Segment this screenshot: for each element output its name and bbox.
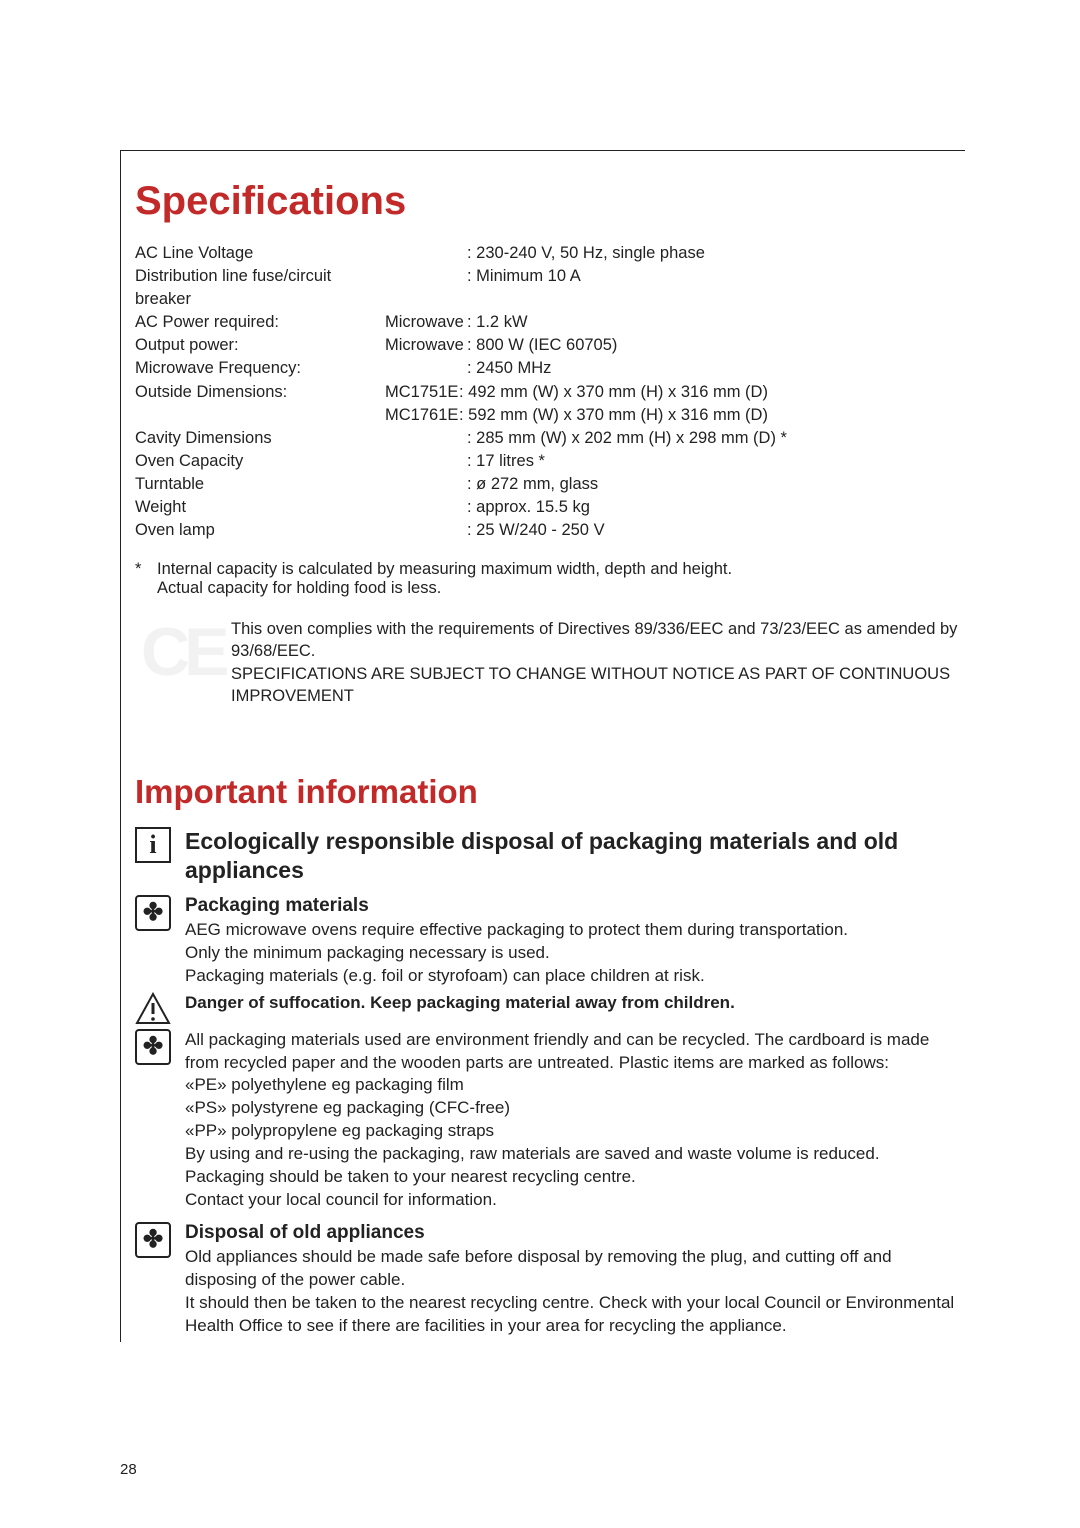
spec-row: Microwave Frequency:: 2450 MHz xyxy=(135,357,965,380)
packaging-l1: «PE» polyethylene eg packaging film xyxy=(185,1074,961,1097)
footnote-text: Internal capacity is calculated by measu… xyxy=(157,560,732,598)
footnote: * Internal capacity is calculated by mea… xyxy=(135,560,965,598)
compliance-block: CE This oven complies with the requireme… xyxy=(135,618,965,707)
packaging-p4: All packaging materials used are environ… xyxy=(185,1029,961,1075)
page-number: 28 xyxy=(120,1461,137,1478)
ce-mark-icon: CE xyxy=(135,618,231,707)
heading-specifications: Specifications xyxy=(135,179,965,224)
section-ecological-disposal: i Ecologically responsible disposal of p… xyxy=(135,827,965,891)
spec-row: Turntable: ø 272 mm, glass xyxy=(135,473,965,496)
warning-triangle-icon xyxy=(135,992,171,1025)
clover-icon: ✤ xyxy=(135,1029,171,1065)
spec-row: Cavity Dimensions: 285 mm (W) x 202 mm (… xyxy=(135,427,965,450)
section-packaging-materials: ✤ Packaging materials AEG microwave oven… xyxy=(135,895,965,988)
subheading-disposal: Disposal of old appliances xyxy=(185,1222,961,1244)
footnote-star: * xyxy=(135,560,157,598)
spec-row: Output power:Microwave: 800 W (IEC 60705… xyxy=(135,334,965,357)
clover-icon: ✤ xyxy=(135,1222,171,1258)
warning-row: Danger of suffocation. Keep packaging ma… xyxy=(135,992,965,1025)
compliance-line-1: This oven complies with the requirements… xyxy=(231,618,965,663)
subheading-packaging: Packaging materials xyxy=(185,895,961,917)
packaging-p6: Packaging should be taken to your neares… xyxy=(185,1166,961,1189)
spec-row: AC Power required:Microwave: 1.2 kW xyxy=(135,311,965,334)
page-content-frame: Specifications AC Line Voltage: 230-240 … xyxy=(120,150,965,1342)
packaging-l2: «PS» polystyrene eg packaging (CFC-free) xyxy=(185,1097,961,1120)
spec-row: Distribution line fuse/circuit breaker: … xyxy=(135,265,965,311)
packaging-p7: Contact your local council for informati… xyxy=(185,1189,961,1212)
section-disposal: ✤ Disposal of old appliances Old applian… xyxy=(135,1222,965,1338)
packaging-p1: AEG microwave ovens require effective pa… xyxy=(185,919,961,942)
compliance-line-2: SPECIFICATIONS ARE SUBJECT TO CHANGE WIT… xyxy=(231,663,965,708)
disposal-p2: It should then be taken to the nearest r… xyxy=(185,1292,961,1338)
spec-row: Weight: approx. 15.5 kg xyxy=(135,496,965,519)
recycling-info-row: ✤ All packaging materials used are envir… xyxy=(135,1029,965,1213)
spec-row: AC Line Voltage: 230-240 V, 50 Hz, singl… xyxy=(135,242,965,265)
spec-row: Outside Dimensions:MC1751E: 492 mm (W) x… xyxy=(135,381,965,404)
packaging-p5: By using and re-using the packaging, raw… xyxy=(185,1143,961,1166)
spec-row: MC1761E: 592 mm (W) x 370 mm (H) x 316 m… xyxy=(135,404,965,427)
suffocation-warning: Danger of suffocation. Keep packaging ma… xyxy=(185,992,961,1015)
clover-icon: ✤ xyxy=(135,895,171,931)
packaging-p3: Packaging materials (e.g. foil or styrof… xyxy=(185,965,961,988)
specifications-table: AC Line Voltage: 230-240 V, 50 Hz, singl… xyxy=(135,242,965,542)
spec-row: Oven Capacity: 17 litres * xyxy=(135,450,965,473)
compliance-text: This oven complies with the requirements… xyxy=(231,618,965,707)
info-icon: i xyxy=(135,827,171,863)
disposal-p1: Old appliances should be made safe befor… xyxy=(185,1246,961,1292)
subheading-ecological: Ecologically responsible disposal of pac… xyxy=(185,827,961,885)
spec-row: Oven lamp: 25 W/240 - 250 V xyxy=(135,519,965,542)
packaging-p2: Only the minimum packaging necessary is … xyxy=(185,942,961,965)
heading-important-information: Important information xyxy=(135,773,965,811)
packaging-l3: «PP» polypropylene eg packaging straps xyxy=(185,1120,961,1143)
